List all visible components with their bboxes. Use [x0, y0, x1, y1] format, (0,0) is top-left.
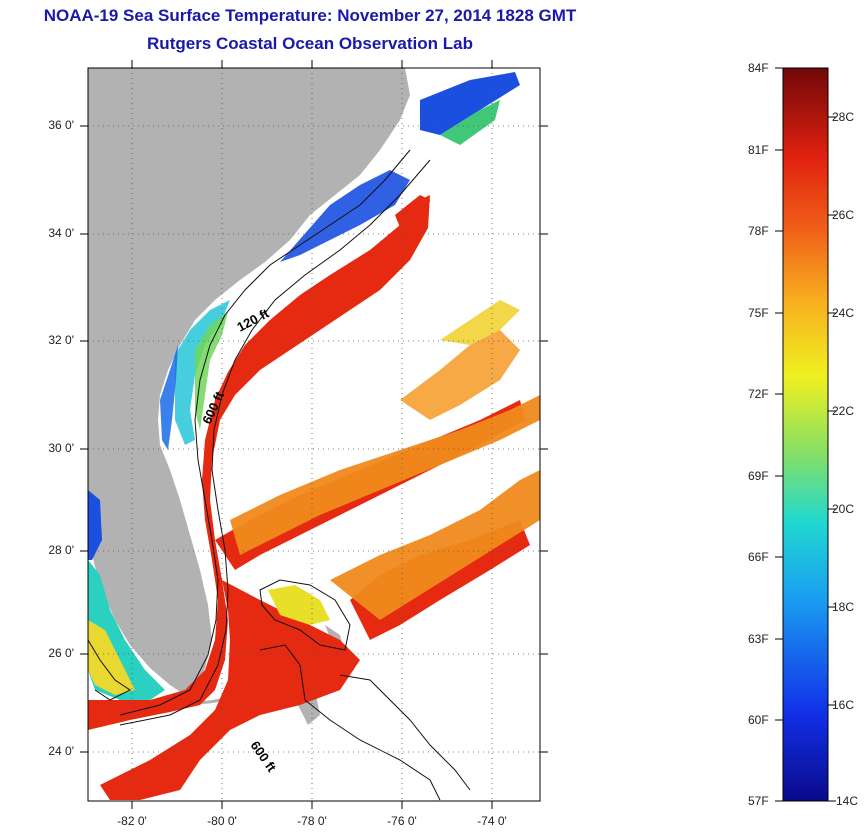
lat-label-30: 30 0' [14, 441, 74, 455]
lat-label-36: 36 0' [14, 118, 74, 132]
lat-label-28: 28 0' [14, 543, 74, 557]
sst-map: 120 ft 600 ft 600 ft [0, 0, 864, 832]
cb-c-20: 20C [832, 502, 854, 516]
lon-label-76: -76 0' [372, 814, 432, 828]
cb-f-84: 84F [748, 61, 769, 75]
cb-c-28: 28C [832, 110, 854, 124]
lat-label-34: 34 0' [14, 226, 74, 240]
lat-label-24: 24 0' [14, 744, 74, 758]
cb-c-22: 22C [832, 404, 854, 418]
lat-label-32: 32 0' [14, 333, 74, 347]
lat-label-26: 26 0' [14, 646, 74, 660]
cb-c-14: 14C [836, 794, 858, 808]
lon-label-78: -78 0' [282, 814, 342, 828]
cb-f-72: 72F [748, 387, 769, 401]
cb-f-66: 66F [748, 550, 769, 564]
cb-f-69: 69F [748, 469, 769, 483]
lon-label-80: -80 0' [192, 814, 252, 828]
cb-c-26: 26C [832, 208, 854, 222]
cb-f-78: 78F [748, 224, 769, 238]
cb-c-24: 24C [832, 306, 854, 320]
cb-c-18: 18C [832, 600, 854, 614]
cb-c-16: 16C [832, 698, 854, 712]
lon-label-74: -74 0' [462, 814, 522, 828]
cb-f-75: 75F [748, 306, 769, 320]
cb-f-81: 81F [748, 143, 769, 157]
cb-f-63: 63F [748, 632, 769, 646]
lon-label-82: -82 0' [102, 814, 162, 828]
colorbar [783, 68, 828, 801]
cb-f-60: 60F [748, 713, 769, 727]
cb-f-57: 57F [748, 794, 769, 808]
